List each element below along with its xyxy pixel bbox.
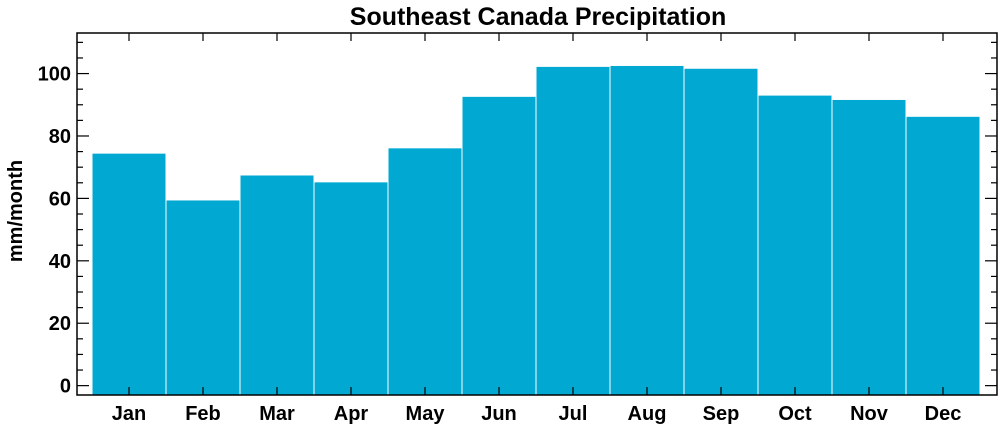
bar-sep bbox=[683, 67, 759, 396]
bar-dec bbox=[905, 115, 981, 396]
y-tick-label: 60 bbox=[49, 188, 71, 210]
bar-may bbox=[387, 147, 463, 396]
x-tick-label-oct: Oct bbox=[778, 403, 812, 425]
x-tick-label-may: May bbox=[406, 403, 446, 425]
bar-mar bbox=[239, 174, 315, 396]
x-tick-label-nov: Nov bbox=[850, 403, 889, 425]
x-tick-label-mar: Mar bbox=[259, 403, 295, 425]
x-tick-label-jan: Jan bbox=[112, 403, 146, 425]
bar-jan bbox=[91, 152, 167, 396]
bar-apr bbox=[313, 181, 389, 396]
y-tick-label: 40 bbox=[49, 251, 71, 273]
x-tick-label-dec: Dec bbox=[925, 403, 962, 425]
x-tick-label-sep: Sep bbox=[703, 403, 740, 425]
bar-jun bbox=[461, 95, 537, 396]
y-tick-label: 0 bbox=[60, 376, 71, 398]
x-tick-label-aug: Aug bbox=[628, 403, 667, 425]
y-axis-ticks: 0 20 40 60 80 100 bbox=[38, 41, 997, 398]
plot-frame bbox=[76, 32, 998, 396]
bar-nov bbox=[831, 98, 907, 396]
bar-oct bbox=[757, 94, 833, 396]
bar-jul bbox=[535, 65, 611, 396]
x-tick-label-jun: Jun bbox=[481, 403, 517, 425]
y-tick-label: 80 bbox=[49, 126, 71, 148]
x-tick-label-apr: Apr bbox=[334, 403, 369, 425]
x-axis-ticks: Jan Feb Mar Apr May Jun Jul Aug Sep Oct Nov Dec bbox=[112, 33, 962, 425]
bar-feb bbox=[165, 199, 241, 396]
x-tick-label-jul: Jul bbox=[559, 403, 588, 425]
y-tick-label: 20 bbox=[49, 313, 71, 335]
y-tick-label: 100 bbox=[38, 64, 71, 86]
x-tick-label-feb: Feb bbox=[185, 403, 221, 425]
bars-group bbox=[91, 64, 981, 396]
chart-title: Southeast Canada Precipitation bbox=[350, 3, 726, 31]
bar-aug bbox=[609, 64, 685, 396]
y-axis-label: mm/month bbox=[5, 160, 27, 262]
